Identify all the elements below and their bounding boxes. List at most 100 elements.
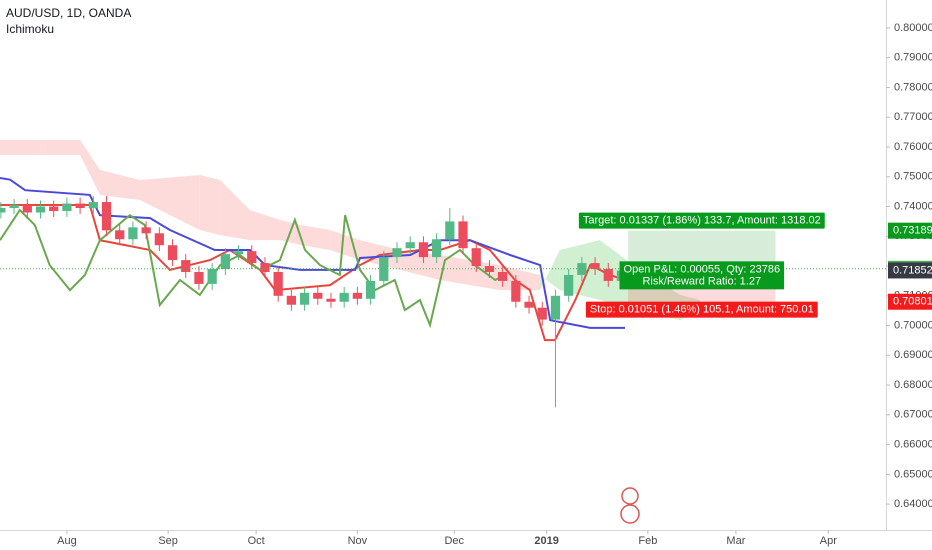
x-tick-label: Oct	[248, 535, 265, 547]
candle-body	[418, 242, 429, 258]
candle-body	[181, 260, 191, 272]
candle-body	[550, 295, 561, 320]
stop-label-box	[585, 301, 818, 318]
candle-body	[220, 254, 230, 270]
y-tick-label: 0.70000	[894, 319, 932, 331]
chart-title: AUD/USD, 1D, OANDA	[6, 6, 131, 20]
cloud-segment	[540, 249, 560, 291]
price-marker-label: 0.71852	[893, 264, 932, 276]
cloud-segment	[499, 265, 541, 291]
candle-body	[207, 269, 217, 284]
y-tick-label: 0.75000	[894, 171, 932, 183]
cloud-segment	[400, 249, 441, 281]
target-label: Target: 0.01337 (1.86%) 133.7, Amount: 1…	[583, 215, 821, 227]
candle-body	[62, 203, 72, 211]
candle-body	[339, 292, 349, 302]
cloud-segment	[220, 180, 250, 241]
y-tick-label: 0.80000	[894, 22, 932, 34]
candle-body	[326, 298, 336, 302]
cloud-segment	[330, 230, 361, 261]
candle-body	[35, 206, 46, 213]
price-marker-label: 0.70801	[893, 296, 932, 308]
candle-body	[154, 233, 164, 246]
x-tick-label: 2019	[534, 535, 558, 547]
candle-body	[9, 205, 19, 209]
candle-body	[115, 230, 125, 240]
candle-body	[22, 205, 32, 213]
candle-body	[471, 248, 481, 267]
y-tick-label: 0.79000	[894, 52, 932, 64]
candle-body	[128, 227, 138, 240]
candle-body	[352, 292, 363, 299]
x-tick-label: Mar	[726, 535, 745, 547]
cloud-segment	[99, 169, 140, 200]
candle-body	[564, 274, 574, 296]
x-tick-label: Aug	[57, 535, 77, 547]
overlay-layer: Target: 0.01337 (1.86%) 133.7, Amount: 1…	[0, 212, 886, 318]
candle-body	[405, 242, 415, 249]
cloud-segment	[0, 139, 41, 156]
stop-label: Stop: 0.01051 (1.46%) 105.1, Amount: 750…	[590, 304, 814, 316]
cloud-segment	[139, 174, 200, 231]
y-tick-label: 0.69000	[894, 349, 932, 361]
candle-body	[365, 280, 376, 299]
candle-body	[247, 251, 257, 264]
candle-body	[273, 271, 283, 296]
price-marker	[888, 222, 932, 239]
y-tick-label: 0.65000	[894, 468, 932, 480]
price-marker	[888, 262, 932, 279]
x-tick-label: Nov	[348, 535, 368, 547]
y-tick-label: 0.76000	[894, 141, 932, 153]
pnl-label: Open P&L: 0.00055, Qty: 23786	[624, 263, 781, 275]
candle-body	[167, 245, 178, 261]
x-tick-label: Sep	[158, 535, 178, 547]
candle-body	[75, 203, 85, 209]
candle-body	[88, 202, 98, 209]
candle-body	[511, 280, 521, 302]
candle-body	[299, 292, 310, 305]
event-icon	[621, 487, 639, 505]
candle-body	[498, 271, 508, 281]
event-icon	[620, 504, 640, 524]
candle-body	[260, 263, 270, 272]
candle-body	[445, 221, 455, 240]
x-tick-label: Apr	[820, 535, 837, 547]
candle-body	[524, 301, 534, 308]
cloud-segment	[40, 139, 81, 156]
candle-body	[458, 221, 468, 249]
event-icons	[620, 487, 640, 524]
x-tick-label: Feb	[638, 535, 657, 547]
candle-body	[0, 208, 6, 213]
cloud-segment	[440, 255, 471, 286]
target-label-box	[578, 212, 825, 229]
candle-body	[537, 307, 547, 320]
cloud-segment	[249, 210, 280, 241]
y-tick-label: 0.67000	[894, 409, 932, 421]
price-marker	[888, 293, 932, 310]
candle-body	[379, 257, 389, 281]
y-tick-label: 0.68000	[894, 379, 932, 391]
candle-body	[194, 271, 204, 284]
candle-body	[49, 206, 59, 211]
candle-body	[233, 251, 244, 255]
y-tick-label: 0.64000	[894, 498, 932, 510]
candle-body	[590, 263, 600, 270]
cloud-segment	[300, 224, 331, 250]
candle-body	[431, 239, 442, 258]
candle-body	[603, 269, 613, 281]
candle-body	[313, 292, 323, 299]
candle-body	[286, 295, 296, 305]
pnl-box: Open P&L: 0.00055, Qty: 23786Risk/Reward…	[619, 261, 785, 290]
y-tick-label: 0.77000	[894, 111, 932, 123]
cloud-segment	[80, 139, 100, 195]
pnl-box-bg	[619, 261, 785, 290]
y-tick-label: 0.78000	[894, 81, 932, 93]
y-tick-label: 0.66000	[894, 438, 932, 450]
price-marker-label: 0.73189	[893, 225, 932, 237]
candles-layer	[0, 196, 627, 408]
rr-label: Risk/Reward Ratio: 1.27	[642, 275, 761, 287]
candle-body	[577, 263, 587, 275]
indicator-name: Ichimoku	[6, 22, 54, 36]
